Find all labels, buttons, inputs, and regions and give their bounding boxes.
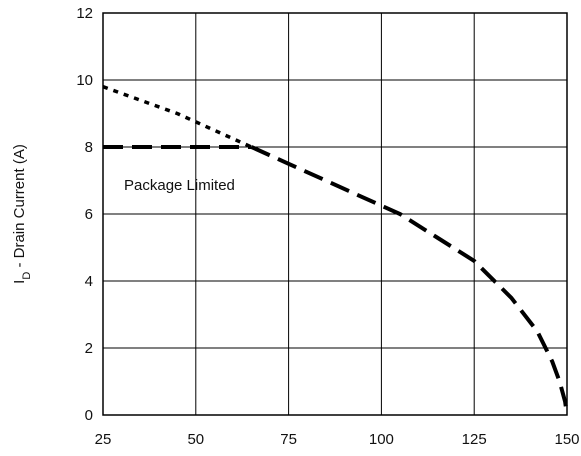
y-tick-label-6: 12 [76, 5, 93, 22]
x-tick-label-3: 100 [369, 431, 394, 448]
y-tick-label-3: 6 [85, 206, 93, 223]
y-axis-label-main: I [11, 280, 28, 284]
series-line-0 [102, 85, 253, 149]
x-tick-label-5: 150 [554, 431, 579, 448]
x-tick-label-1: 50 [187, 431, 204, 448]
x-tick-label-2: 75 [280, 431, 297, 448]
x-tick-label-4: 125 [462, 431, 487, 448]
grid-lines [102, 12, 568, 416]
series-line-2 [250, 145, 569, 416]
package-limited-annotation: Package Limited [124, 177, 235, 194]
y-axis-label-rest: - Drain Current (A) [11, 144, 28, 272]
x-tick-label-0: 25 [95, 431, 112, 448]
y-axis-label: ID - Drain Current (A) [11, 144, 33, 284]
y-tick-labels: 0 2 4 6 8 10 12 [76, 5, 93, 424]
y-tick-label-2: 4 [85, 273, 93, 290]
y-tick-label-5: 10 [76, 72, 93, 89]
y-tick-label-1: 2 [85, 340, 93, 357]
y-tick-label-0: 0 [85, 407, 93, 424]
y-axis-label-subscript: D [21, 272, 33, 280]
plot-frame [102, 12, 568, 416]
x-tick-labels: 25 50 75 100 125 150 [95, 431, 580, 448]
y-tick-label-4: 8 [85, 139, 93, 156]
series-group [102, 85, 569, 416]
